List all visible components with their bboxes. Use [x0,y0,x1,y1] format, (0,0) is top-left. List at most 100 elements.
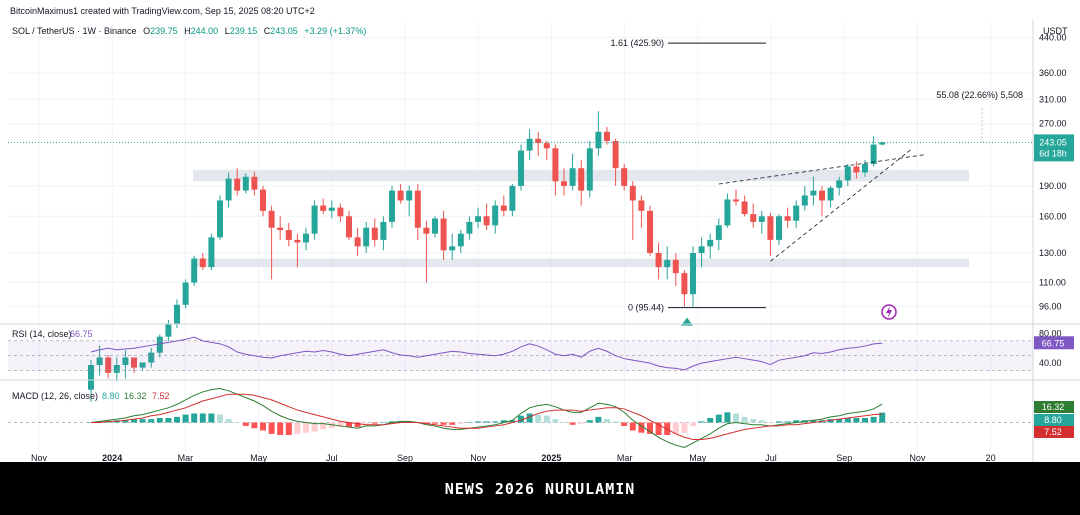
candles [88,111,886,402]
countdown-label: 6d 18h [1039,148,1067,158]
macd-histogram-bar [681,422,688,433]
candle-body [827,187,834,201]
candle-body [346,216,352,238]
macd-histogram-bar [328,422,335,429]
time-tick-label: Sep [836,453,852,462]
rsi-line [90,336,883,371]
macd-histogram-bar [543,415,550,423]
time-tick-label: Nov [909,453,926,462]
candle-body [208,237,215,268]
macd-histogram-bar [389,421,395,423]
macd-histogram-bar [879,412,886,423]
macd-histogram-bar [664,422,671,435]
candle-body [371,227,378,240]
candle-body [303,233,309,243]
macd-histogram-bar [371,422,378,424]
candle-body [552,148,559,182]
macd-histogram-bar [535,414,542,423]
measure-label: 55.08 (22.66%) 5,508 [936,90,1023,100]
macd-pane: MACD (12, 26, close) 8.80 16.32 7.52 16.32 8.… [8,388,1074,448]
macd-histogram-bar [303,422,309,433]
candle-body [182,282,189,305]
macd-histogram-bar [629,422,636,431]
macd-histogram-bar [449,422,456,425]
macd-histogram-bar [776,421,782,423]
macd-title: MACD (12, 26, close) [12,391,98,401]
candle-body [776,216,782,240]
macd-histogram-bar [793,420,800,423]
macd-histogram-bar [457,422,464,424]
macd-histogram-bar [595,416,602,423]
candle-body [578,168,585,191]
candle-body [561,181,567,186]
candle-body [793,205,800,221]
candle-body [526,138,533,151]
macd-histogram-bar [707,418,714,423]
macd-value-label: 7.52 [152,391,170,401]
candle-body [500,205,507,211]
candle-body [758,216,765,222]
time-tick-label: Nov [31,453,48,462]
macd-histogram-bar [715,414,722,423]
candle-body [664,259,671,268]
fib-level-label: 0 (95.44) [628,303,664,313]
candle-body [733,199,739,202]
macd-histogram-bar [268,422,275,434]
macd-histogram-bar [509,420,516,423]
price-tick-label: 310.00 [1039,94,1067,104]
candle-body [449,246,456,251]
candle-body [836,180,843,188]
candle-body [543,143,550,149]
macd-histogram-bar [182,414,189,423]
candle-body [621,168,628,186]
last-price-label: 243.05 [1039,137,1067,147]
time-tick-label: Mar [617,453,633,462]
candle-body [638,200,645,211]
candle-body [870,144,877,165]
macd-histogram-bar [862,418,868,423]
candle-body [406,190,413,201]
candle-body [647,210,653,253]
candle-body [380,221,387,240]
macd-badge [1034,401,1074,413]
macd-histogram-bar [612,421,619,423]
candle-body [191,258,198,283]
macd-histogram-bar [870,416,877,423]
macd-signal-line [91,393,883,441]
price-tick-label: 440.00 [1039,32,1067,42]
macd-histogram-bar [148,419,155,423]
candle-body [801,195,808,206]
macd-histogram-bar [724,412,731,423]
macd-histogram-bar [363,422,370,424]
candle-body [509,185,516,211]
candle-body [414,190,421,228]
macd-histogram-bar [758,420,765,423]
macd-histogram-bar [199,413,206,423]
macd-badge-label: 7.52 [1044,427,1062,437]
macd-badge-label: 8.80 [1044,415,1062,425]
macd-histogram-bar [655,422,662,435]
macd-histogram-bar [569,422,576,425]
price-tick-label: 190.00 [1039,181,1067,191]
candle-body [131,357,137,368]
candle-body [105,357,112,373]
wedge-lower-trendline [770,148,913,262]
candle-body [174,304,180,325]
macd-histogram-bar [672,422,679,434]
candle-body [268,210,275,228]
fib-level-label: 1.61 (425.90) [610,38,664,48]
candle-body [113,365,120,373]
macd-histogram-bar [337,422,344,428]
macd-histogram-bar [320,422,327,430]
macd-histogram-bar [827,419,834,423]
candle-body [440,218,447,251]
candle-body [819,190,825,201]
macd-histogram-bar [844,418,851,423]
candle-body [844,166,851,181]
macd-histogram-bar [621,422,628,426]
price-tick-label: 160.00 [1039,211,1067,221]
candle-body [810,190,817,196]
candle-body [595,131,602,149]
